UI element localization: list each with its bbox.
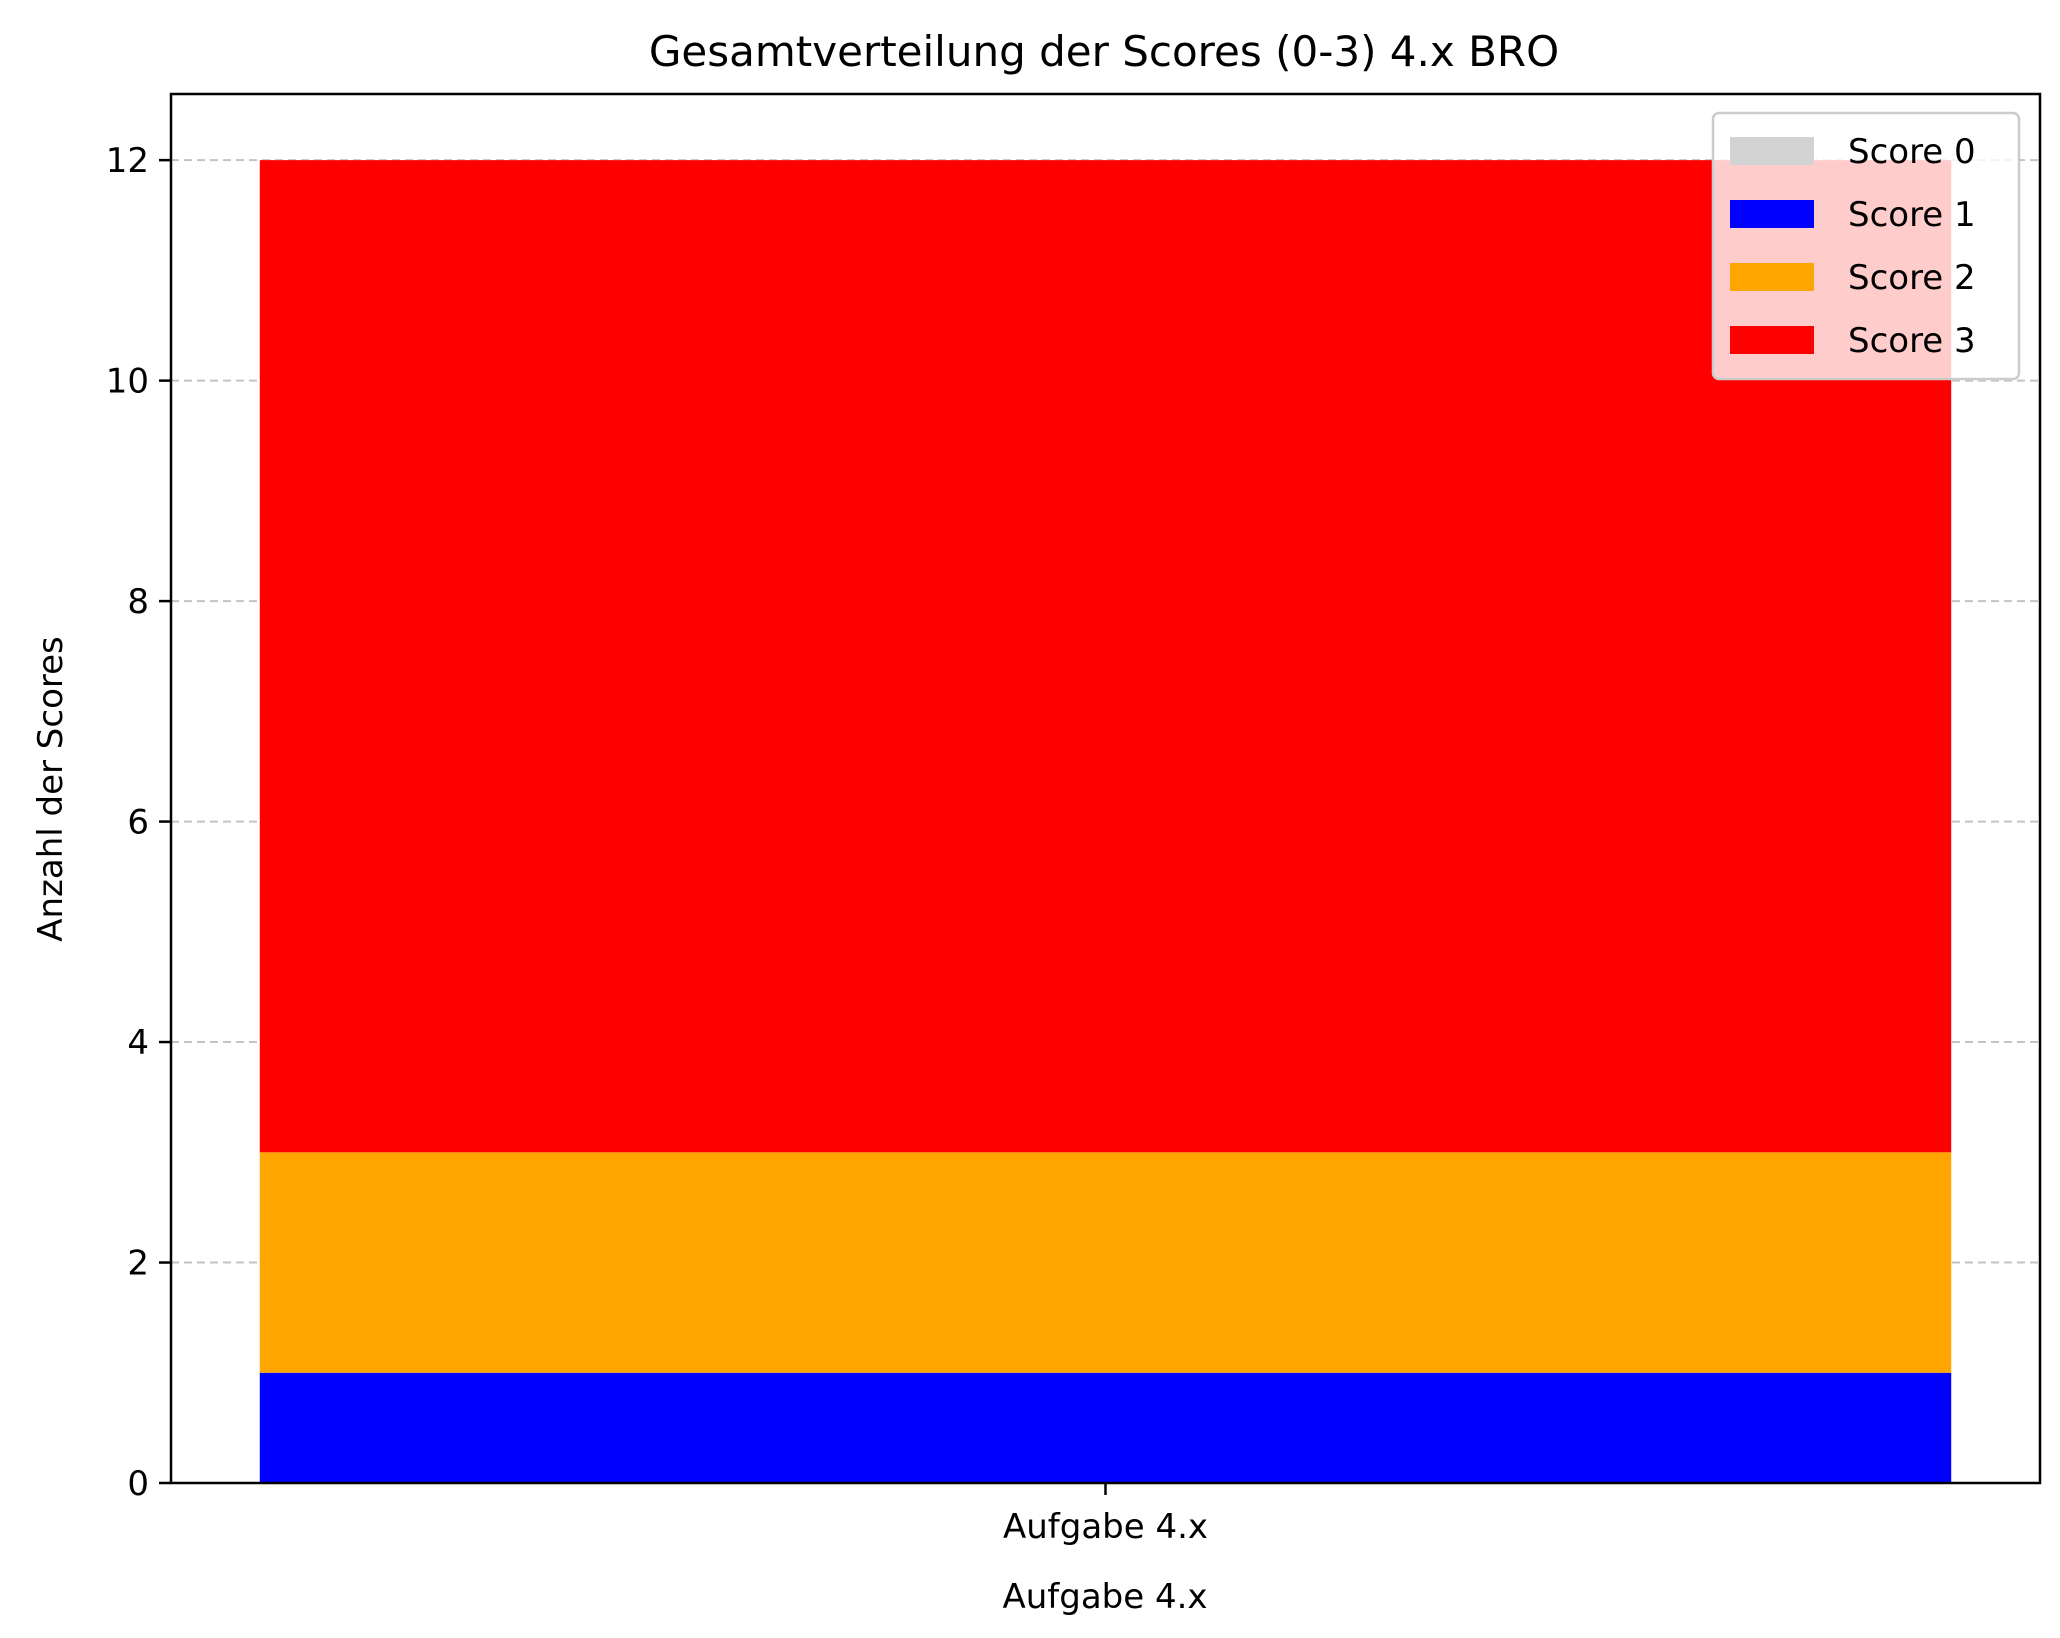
y-axis-label: Anzahl der Scores — [31, 636, 71, 942]
y-axis-ticks: 0 2 4 6 8 10 12 — [106, 141, 171, 1504]
y-tick-label-0: 0 — [127, 1464, 149, 1504]
y-tick-label-8: 8 — [127, 582, 149, 622]
y-tick-label-2: 2 — [127, 1244, 149, 1284]
bar-score-2 — [259, 1152, 1952, 1373]
legend-swatch — [1730, 200, 1814, 228]
legend-swatch — [1730, 326, 1814, 354]
legend-label: Score 3 — [1848, 321, 1976, 361]
y-tick-label-4: 4 — [127, 1023, 149, 1063]
x-tick-label: Aufgabe 4.x — [1003, 1507, 1208, 1547]
legend-label: Score 1 — [1848, 195, 1976, 235]
y-tick-label-6: 6 — [127, 803, 149, 843]
x-axis-label: Aufgabe 4.x — [1002, 1577, 1207, 1617]
legend: Score 0 Score 1 Score 2 Score 3 — [1711, 111, 2021, 381]
bar-score-1 — [259, 1372, 1952, 1483]
legend-label: Score 2 — [1848, 258, 1976, 298]
bar-score-3 — [259, 160, 1952, 1153]
legend-swatch — [1730, 263, 1814, 291]
legend-label: Score 0 — [1848, 132, 1976, 172]
bars — [259, 160, 1952, 1483]
x-axis-ticks: Aufgabe 4.x — [1003, 1483, 1208, 1547]
chart-title: Gesamtverteilung der Scores (0-3) 4.x BR… — [649, 27, 1559, 76]
y-tick-label-12: 12 — [106, 141, 149, 181]
legend-frame — [1711, 111, 2021, 381]
legend-swatch — [1730, 137, 1814, 165]
y-tick-label-10: 10 — [106, 362, 149, 402]
